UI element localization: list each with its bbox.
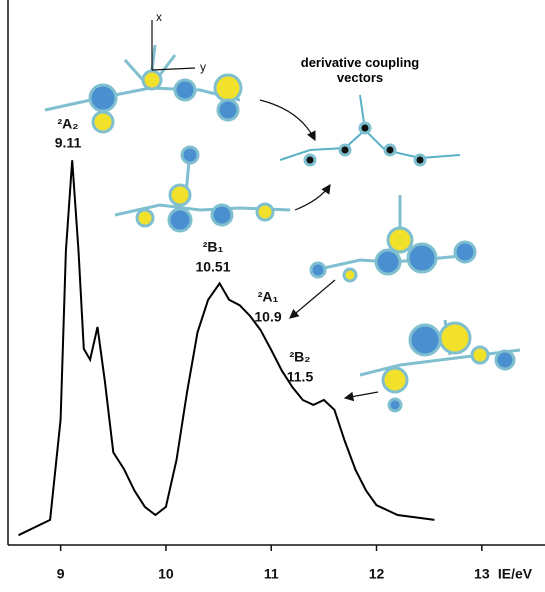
orbital-diagram: [45, 45, 520, 411]
annotation-energy: 9.11: [55, 135, 82, 151]
x-tick-label: 11: [264, 566, 279, 582]
annotation-energy: 11.5: [287, 369, 314, 385]
annotation-energy: 10.51: [195, 259, 230, 275]
inset-text: derivative coupling vectors: [290, 55, 430, 85]
annotation-state: ²A₂: [58, 116, 79, 132]
axis-letter: y: [200, 60, 206, 74]
axis-letter: x: [156, 10, 162, 24]
chart: x y derivative coupling vectors ²A₂ 9.11…: [0, 0, 545, 587]
x-tick-label: 12: [369, 566, 385, 582]
x-tick-label: 13: [474, 566, 490, 582]
arrows: [260, 100, 378, 398]
x-axis-label: IE/eV: [498, 566, 533, 582]
annotation-state: ²B₁: [203, 239, 224, 255]
axis-arrow: [152, 68, 195, 70]
inset-box: derivative coupling vectors: [290, 55, 430, 105]
x-tick-label: 9: [57, 566, 65, 582]
annotation-state: ²A₁: [258, 289, 279, 305]
annotation-state: ²B₂: [290, 349, 311, 365]
annotation-energy: 10.9: [254, 309, 281, 325]
x-tick-label: 10: [158, 566, 174, 582]
